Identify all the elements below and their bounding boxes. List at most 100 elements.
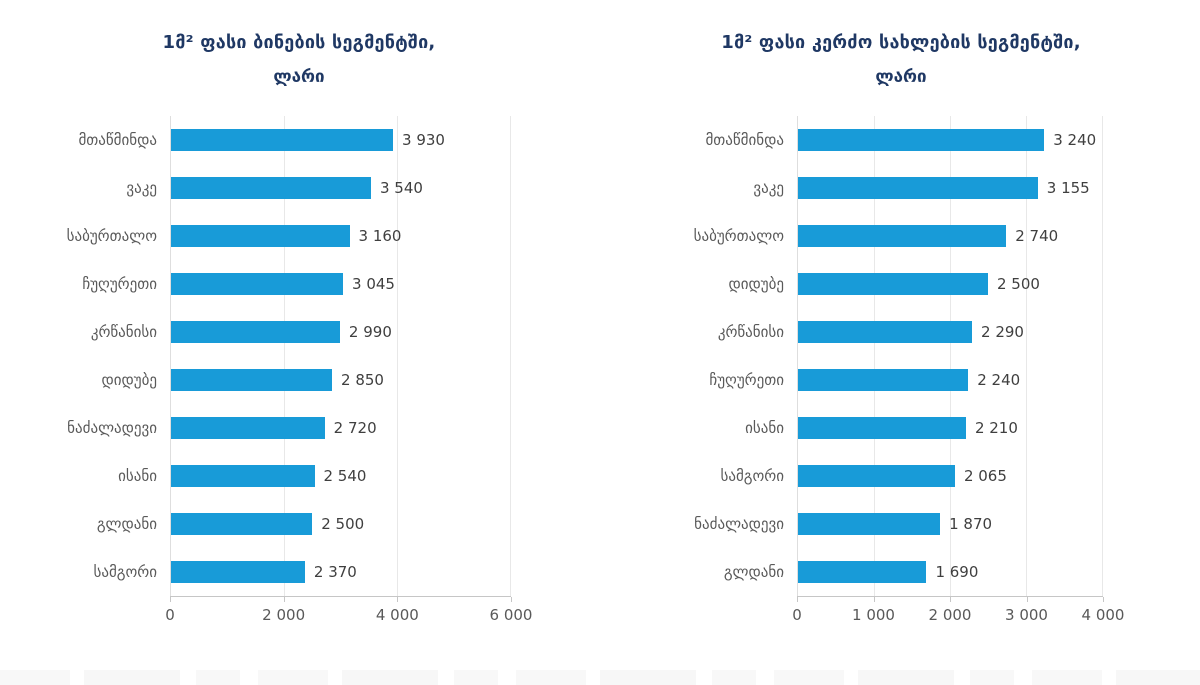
value-label: 3 930: [402, 131, 445, 149]
chart-private-houses: 1მ² ფასი კერძო სახლების სეგმენტში, ლარი …: [620, 0, 1182, 626]
bar-row: 2 720: [171, 404, 510, 452]
value-axis: 0 2 000 4 000 6 000: [165, 596, 532, 626]
bar-row: 3 160: [171, 212, 510, 260]
gridline: [284, 116, 285, 596]
axis-tick: [170, 597, 171, 602]
bar: [171, 129, 394, 151]
category-label: ჩუღურეთი: [82, 275, 157, 293]
bar-row: 2 500: [171, 500, 510, 548]
cropped-bottom-content-strip: [0, 670, 1200, 685]
chart-apartments: 1მ² ფასი ბინების სეგმენტში, ლარი მთაწმინ…: [18, 0, 580, 626]
gridline: [874, 116, 875, 596]
value-label: 3 045: [352, 275, 395, 293]
chart-subtitle: ლარი: [273, 67, 325, 87]
bar-row: 2 370: [171, 548, 510, 596]
axis-tick-label: 2 000: [928, 606, 972, 624]
gridline: [950, 116, 951, 596]
category-label: საბურთალო: [693, 227, 784, 245]
bar-row: 2 290: [798, 308, 1102, 356]
axis-tick: [797, 597, 798, 602]
value-label: 2 850: [341, 371, 384, 389]
value-label: 2 240: [977, 371, 1021, 389]
category-label: ჩუღურეთი: [709, 371, 784, 389]
bar-row: 3 155: [798, 164, 1102, 212]
bar-row: 1 690: [798, 548, 1102, 596]
bars-area: 3 240 3 155 2 740 2 500 2 290 2 240 2 210 2 065…: [797, 116, 1103, 596]
bar-row: 3 930: [171, 116, 510, 164]
axis-tick: [283, 597, 285, 602]
axis-tick: [950, 597, 951, 602]
axis-tick: [1103, 597, 1104, 602]
bar-row: 3 240: [798, 116, 1102, 164]
axis-tick-label: 6 000: [489, 606, 533, 624]
axis-tick-label: 2 000: [262, 606, 306, 624]
value-label: 1 690: [935, 563, 979, 581]
bar: [171, 465, 315, 487]
value-label: 2 720: [333, 419, 377, 437]
value-label: 3 540: [380, 179, 423, 197]
value-label: 2 500: [997, 275, 1040, 293]
value-label: 2 990: [348, 323, 392, 341]
category-label: დიდუბე: [101, 371, 157, 389]
category-label: სამგორი: [720, 467, 784, 485]
category-label: გლდანი: [96, 515, 157, 533]
bar: [171, 369, 333, 391]
category-label: კრწანისი: [90, 323, 157, 341]
axis-tick: [397, 597, 399, 602]
bar-row: 2 210: [798, 404, 1102, 452]
category-label: ნაძალადევი: [67, 419, 157, 437]
gridline: [1026, 116, 1027, 596]
axis-tick-label: 4 000: [1081, 606, 1125, 624]
bar: [171, 177, 371, 199]
category-label: ნაძალადევი: [694, 515, 784, 533]
category-label: ვაკე: [126, 179, 157, 197]
value-label: 2 210: [974, 419, 1018, 437]
bar: [798, 417, 966, 439]
value-label: 2 500: [321, 515, 365, 533]
plot-area: მთაწმინდა ვაკე საბურთალო ჩუღურეთი კრწანისი დი…: [18, 116, 580, 596]
chart-subtitle: ლარი: [875, 67, 927, 87]
bar-row: 3 045: [171, 260, 510, 308]
bar: [798, 177, 1038, 199]
value-label: 2 065: [963, 467, 1007, 485]
value-label: 3 160: [358, 227, 402, 245]
gridline: [510, 116, 511, 596]
bar-row: 2 240: [798, 356, 1102, 404]
category-label: გლდანი: [723, 563, 784, 581]
plot-area: მთაწმინდა ვაკე საბურთალო დიდუბე კრწანისი ჩუღუ…: [620, 116, 1182, 596]
chart-title: 1მ² ფასი კერძო სახლების სეგმენტში,: [721, 32, 1081, 53]
category-label: სამგორი: [93, 563, 157, 581]
bar: [171, 273, 344, 295]
bar: [798, 273, 988, 295]
category-axis: მთაწმინდა ვაკე საბურთალო ჩუღურეთი კრწანისი დი…: [18, 116, 170, 596]
bar: [798, 321, 973, 343]
category-label: კრწანისი: [717, 323, 784, 341]
value-label: 3 155: [1046, 179, 1090, 197]
category-label: ისანი: [745, 419, 784, 437]
axis-tick-label: 3 000: [1005, 606, 1048, 624]
bar-row: 2 740: [798, 212, 1102, 260]
axis-tick-label: 0: [792, 606, 802, 624]
bar-row: 2 990: [171, 308, 510, 356]
axis-tick: [873, 597, 875, 602]
value-label: 2 740: [1015, 227, 1059, 245]
axis-tick: [511, 597, 512, 602]
axis-tick: [1026, 597, 1028, 602]
category-label: საბურთალო: [66, 227, 157, 245]
bar: [798, 225, 1007, 247]
category-label: ვაკე: [753, 179, 784, 197]
bars-area: 3 930 3 540 3 160 3 045 2 990 2 850 2 720 2 540…: [170, 116, 511, 596]
bar-row: 2 850: [171, 356, 510, 404]
category-label: მთაწმინდა: [78, 131, 157, 149]
bar: [171, 561, 305, 583]
chart-title: 1მ² ფასი ბინების სეგმენტში,: [162, 32, 436, 53]
value-label: 2 540: [323, 467, 367, 485]
bar-row: 1 870: [798, 500, 1102, 548]
category-label: მთაწმინდა: [705, 131, 784, 149]
bar: [171, 321, 340, 343]
bar: [798, 513, 941, 535]
bar-row: 3 540: [171, 164, 510, 212]
bar-row: 2 540: [171, 452, 510, 500]
bar-row: 2 065: [798, 452, 1102, 500]
